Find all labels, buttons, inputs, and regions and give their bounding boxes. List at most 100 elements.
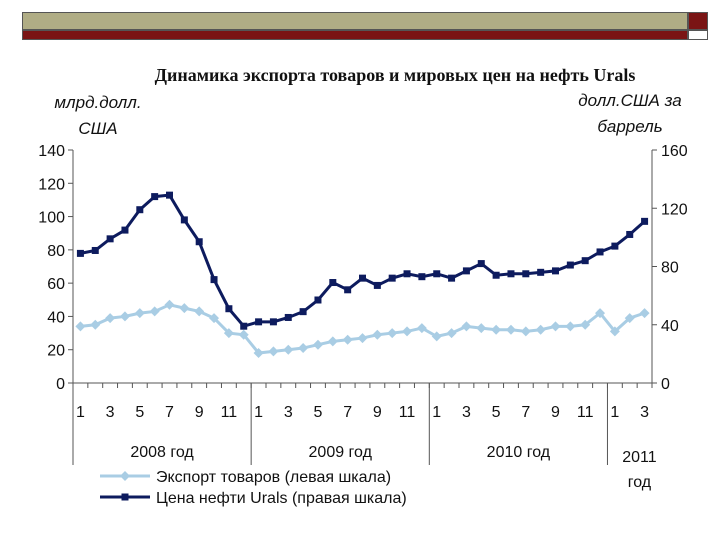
- x-tick-label: 9: [195, 404, 204, 421]
- export-point: [505, 324, 516, 335]
- left-tick-label: 140: [38, 143, 65, 160]
- export-point: [387, 328, 398, 339]
- export-point: [535, 324, 546, 335]
- export-point: [238, 329, 249, 340]
- oil-point: [195, 238, 203, 246]
- legend-export-marker: [120, 471, 130, 481]
- year-label: год: [628, 474, 652, 491]
- banner-red-bar: [22, 30, 688, 40]
- oil-point: [166, 191, 173, 199]
- export-point: [283, 344, 294, 355]
- oil-point: [507, 270, 515, 278]
- oil-point: [284, 313, 292, 321]
- export-point: [134, 308, 145, 319]
- x-tick-label: 7: [521, 404, 530, 421]
- export-point: [149, 306, 160, 317]
- legend-oil-label: Цена нефти Urals (правая шкала): [156, 490, 407, 507]
- export-point: [609, 326, 620, 337]
- oil-point: [492, 271, 500, 279]
- oil-point: [106, 235, 114, 243]
- x-tick-label: 5: [135, 404, 144, 421]
- oil-point: [91, 246, 99, 254]
- oil-point: [344, 286, 352, 294]
- x-tick-label: 3: [284, 404, 293, 421]
- export-point: [565, 321, 576, 332]
- export-point: [209, 313, 220, 324]
- legend-export-label: Экспорт товаров (левая шкала): [156, 469, 391, 486]
- export-point: [431, 331, 442, 342]
- export-point: [416, 323, 427, 334]
- oil-point: [121, 226, 129, 234]
- right-tick-label: 160: [661, 143, 688, 160]
- oil-point: [359, 274, 366, 282]
- export-point: [90, 319, 101, 330]
- export-point: [119, 311, 130, 322]
- oil-point: [566, 261, 574, 269]
- export-point: [372, 329, 383, 340]
- x-tick-label: 3: [462, 404, 471, 421]
- oil-point: [388, 274, 396, 282]
- right-tick-label: 40: [661, 318, 679, 335]
- export-point: [164, 299, 175, 310]
- oil-point: [552, 267, 559, 275]
- export-point: [580, 319, 591, 330]
- export-point: [357, 333, 368, 344]
- export-point: [253, 348, 264, 359]
- oil-point: [596, 248, 604, 256]
- export-point: [327, 336, 338, 347]
- export-point: [223, 328, 234, 339]
- export-point: [461, 321, 472, 332]
- banner-white-square: [688, 30, 708, 40]
- oil-point: [581, 257, 589, 265]
- oil-point: [76, 249, 84, 257]
- left-axis-unit: млрд.долл. США: [54, 93, 142, 138]
- right-tick-label: 80: [661, 260, 679, 277]
- oil-point: [433, 270, 441, 278]
- export-point: [624, 313, 635, 324]
- x-tick-label: 1: [432, 404, 441, 421]
- export-point: [402, 326, 413, 337]
- banner-olive-bar: [22, 12, 688, 30]
- oil-point: [403, 270, 411, 278]
- left-tick-label: 60: [47, 276, 65, 293]
- legend-oil-marker: [121, 493, 129, 501]
- export-point: [520, 326, 531, 337]
- export-point: [476, 323, 487, 334]
- left-tick-label: 20: [47, 343, 65, 360]
- oil-point: [225, 305, 233, 313]
- x-tick-label: 5: [492, 404, 501, 421]
- right-tick-label: 0: [661, 376, 670, 393]
- oil-point: [373, 281, 381, 289]
- oil-point: [329, 279, 337, 287]
- oil-point: [180, 216, 188, 224]
- oil-point: [626, 230, 634, 238]
- export-series-line: [80, 303, 646, 355]
- oil-point: [522, 270, 530, 278]
- year-label: 2011: [622, 449, 657, 466]
- oil-point: [136, 206, 144, 214]
- x-tick-label: 5: [314, 404, 323, 421]
- oil-point: [299, 308, 307, 316]
- chart-title: Динамика экспорта товаров и мировых цен …: [154, 65, 636, 85]
- x-tick-label: 11: [221, 404, 238, 421]
- left-tick-label: 40: [47, 309, 65, 326]
- x-tick-label: 3: [640, 404, 649, 421]
- oil-point: [314, 296, 322, 304]
- export-point: [342, 334, 353, 345]
- x-tick-label: 1: [254, 404, 263, 421]
- oil-point: [462, 267, 470, 275]
- x-tick-label: 11: [399, 404, 416, 421]
- export-point: [298, 343, 309, 354]
- left-tick-label: 80: [47, 243, 65, 260]
- oil-point: [255, 318, 263, 326]
- x-tick-label: 3: [106, 404, 115, 421]
- right-axis-unit: долл.США за баррель: [578, 91, 682, 136]
- left-tick-label: 120: [38, 176, 65, 193]
- export-point: [194, 306, 205, 317]
- left-tick-label: 0: [56, 376, 65, 393]
- x-tick-label: 9: [373, 404, 382, 421]
- oil-point: [269, 318, 277, 326]
- header-banner: [22, 12, 708, 40]
- year-label: 2008 год: [130, 444, 194, 461]
- oil-point: [151, 193, 159, 201]
